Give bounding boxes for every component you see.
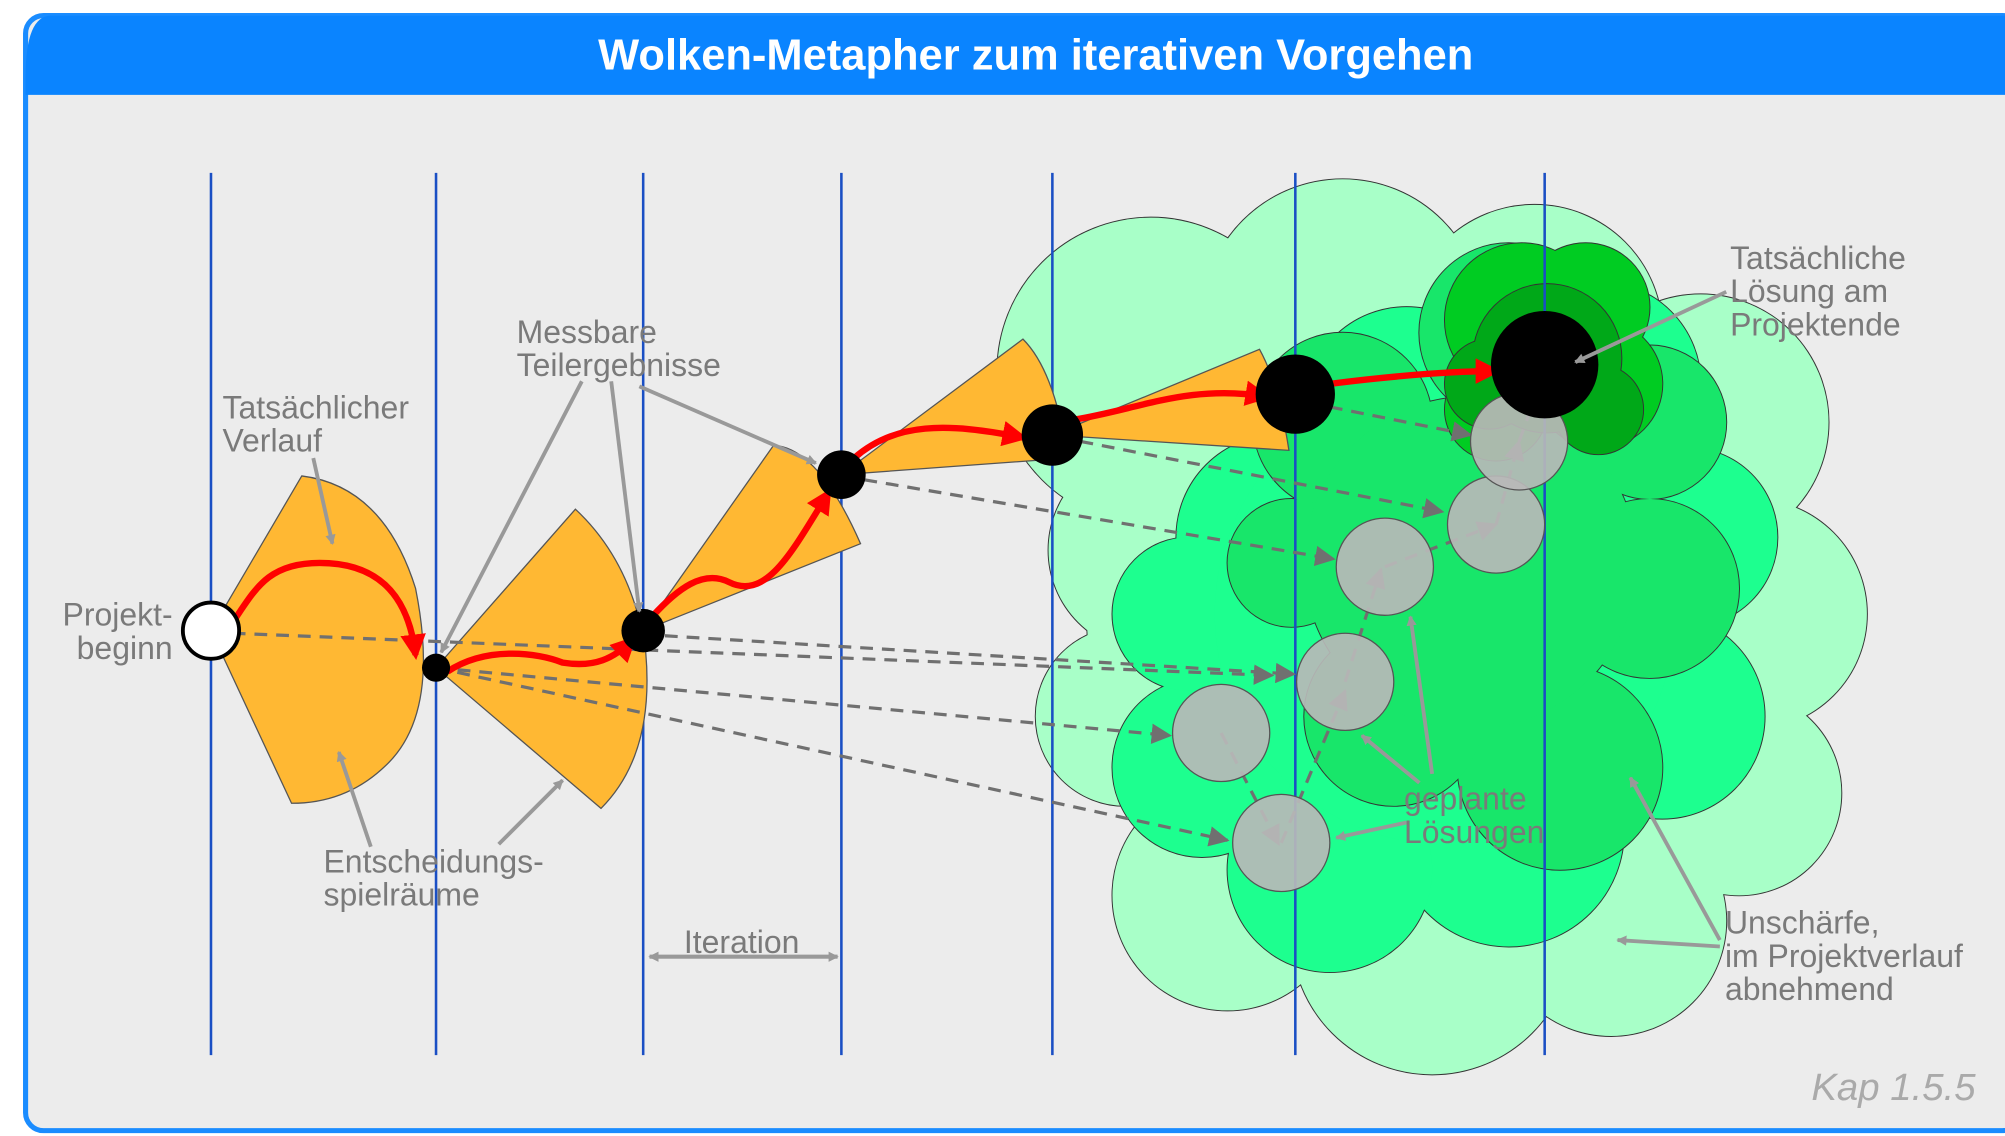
diagram: Wolken-Metapher zum iterativen Vorgehen … [0,0,2005,1136]
label-line: Projekt- [63,597,173,633]
label-line: abnehmend [1725,971,1894,1007]
start-point [183,603,239,659]
label-line: im Projektverlauf [1725,938,1963,974]
label-line: Teilergebnisse [517,347,721,383]
page: {"header": {"title": "Wolken-Metapher zu… [0,0,2005,1136]
label-line: Tatsächliche [1730,240,1906,276]
footer: Kap 1.5.5 [1811,1066,1976,1109]
label-line: Lösung am [1730,273,1888,309]
label-line: Lösungen [1404,814,1544,850]
label-line: Verlauf [222,423,322,459]
label-line: beginn [77,630,173,666]
label-line: spielräume [324,877,480,913]
label-line: Unschärfe, [1725,905,1880,941]
label-line: Iteration [684,924,799,960]
label-line: geplante [1404,781,1527,817]
title: Wolken-Metapher zum iterativen Vorgehen [598,31,1473,79]
label-line: Entscheidungs- [324,843,544,879]
label-line: Projektende [1730,306,1901,342]
label-line: Messbare [517,314,657,350]
label-line: Tatsächlicher [222,389,409,425]
